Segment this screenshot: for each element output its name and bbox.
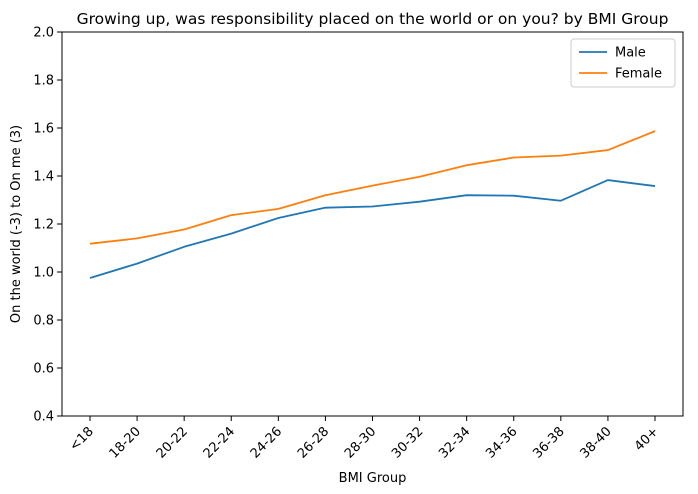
y-tick-label: 1.4 [33, 170, 54, 185]
x-tick-label: <18 [67, 424, 97, 454]
x-tick-label: 36-38 [530, 424, 567, 461]
x-tick-label: 34-36 [483, 424, 520, 461]
x-tick-label: 26-28 [295, 424, 332, 461]
y-tick-label: 0.8 [33, 314, 54, 329]
y-tick-label: 2.0 [33, 26, 54, 41]
x-tick-label: 32-34 [436, 424, 473, 461]
x-tick-label: 30-32 [389, 424, 426, 461]
legend-label-male: Male [615, 46, 646, 61]
chart-title: Growing up, was responsibility placed on… [77, 10, 669, 28]
plot-area-frame [61, 31, 684, 417]
y-tick-label: 1.8 [33, 74, 54, 89]
x-tick-label: 40+ [632, 424, 662, 454]
y-tick-label: 0.6 [33, 362, 54, 377]
legend-box [570, 38, 676, 88]
legend: Male Female [570, 38, 676, 88]
legend-label-female: Female [615, 67, 662, 82]
x-tick-label: 38-40 [577, 424, 614, 461]
x-tick-label: 22-24 [201, 424, 238, 461]
x-tick-label: 20-22 [154, 424, 191, 461]
y-tick-label: 1.6 [33, 122, 54, 137]
y-axis-label: On the world (-3) to On me (3) [9, 125, 24, 323]
series-line-male [89, 179, 656, 279]
x-tick-label: 28-30 [342, 424, 379, 461]
y-tick-label: 1.0 [33, 266, 54, 281]
y-tick-label: 0.4 [33, 410, 54, 425]
x-tick-label: 24-26 [248, 424, 285, 461]
y-tick-label: 1.2 [33, 218, 54, 233]
x-axis-label: BMI Group [339, 471, 407, 486]
x-tick-label: 18-20 [107, 424, 144, 461]
series-line-female [89, 130, 656, 245]
